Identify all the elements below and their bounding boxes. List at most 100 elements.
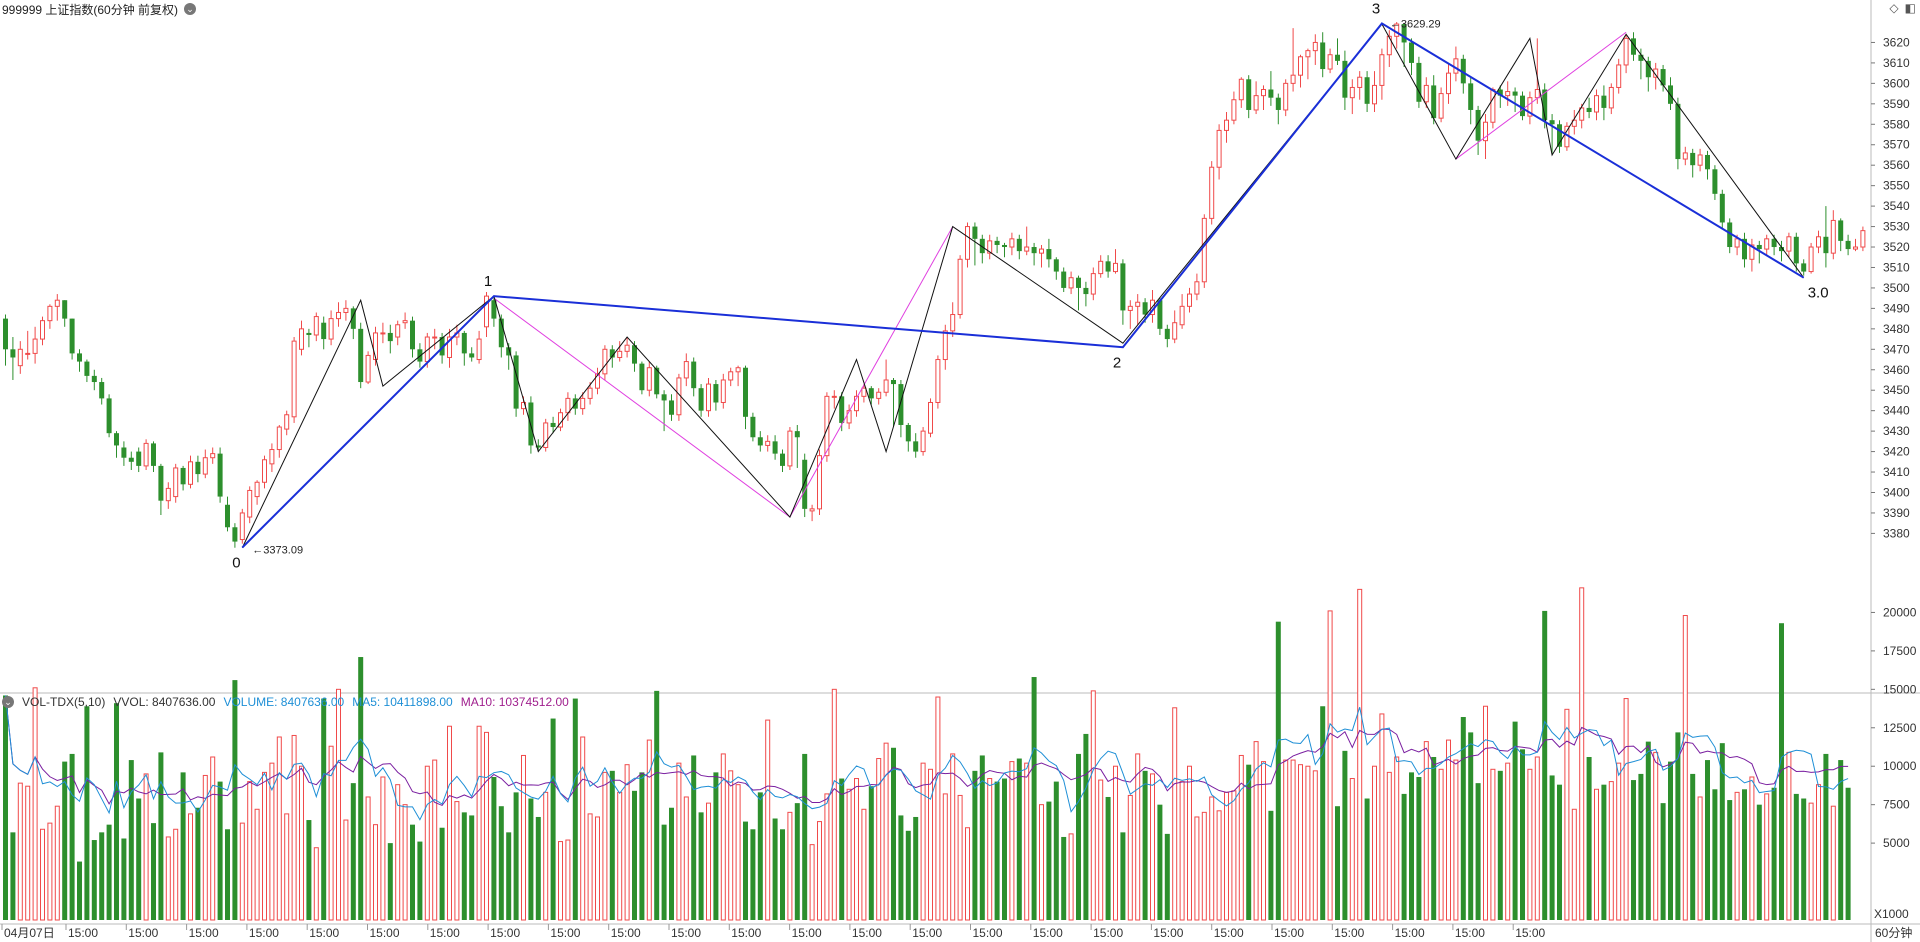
candle — [491, 296, 497, 327]
volume-bar — [10, 832, 16, 920]
volume-tick-label: 10000 — [1883, 759, 1917, 773]
candle — [165, 482, 171, 509]
volume-bar — [17, 782, 23, 921]
volume-bar — [1039, 804, 1044, 921]
price-tick-label: 3480 — [1883, 322, 1910, 336]
volume-bar — [1068, 833, 1074, 921]
candle — [1357, 71, 1363, 100]
time-tick-label: 15:00 — [731, 926, 761, 940]
volume-bar — [802, 753, 808, 920]
volume-bar — [447, 725, 452, 921]
chevron-down-icon[interactable]: ⌄ — [184, 3, 197, 15]
volume-bar — [299, 765, 304, 921]
candle — [580, 392, 586, 415]
volume-bar — [291, 734, 297, 921]
candle — [447, 328, 452, 368]
volume-bar — [1690, 773, 1696, 920]
candle — [380, 322, 386, 344]
volume-ma-lines — [5, 695, 1849, 821]
volume-bar — [1653, 751, 1659, 921]
volume-bar — [1394, 756, 1400, 921]
candle — [1512, 87, 1518, 113]
volume-bar — [239, 822, 245, 921]
volume-bar — [868, 786, 874, 920]
volume-bar — [1468, 732, 1474, 920]
volume-bar — [1016, 758, 1022, 920]
volume-bar — [25, 785, 31, 921]
candle — [1127, 300, 1133, 329]
volume-bar — [1135, 753, 1141, 921]
volume-bar — [1801, 798, 1807, 920]
candle — [40, 316, 45, 346]
candle — [1224, 112, 1229, 143]
volume-bar — [380, 776, 386, 921]
candle — [1475, 105, 1481, 155]
candle — [276, 424, 282, 458]
volume-bar — [1682, 615, 1688, 921]
candle — [1816, 230, 1821, 254]
volume-bar — [1579, 587, 1585, 921]
volume-bar — [809, 844, 815, 921]
price-tick-label: 3390 — [1883, 506, 1910, 520]
volume-bar — [395, 784, 401, 921]
candle — [225, 496, 230, 532]
time-tick-label: 15:00 — [1093, 926, 1123, 940]
volume-bar — [1231, 790, 1237, 921]
volume-bar — [1386, 771, 1392, 921]
volume-bar — [1298, 764, 1303, 921]
candle — [809, 504, 815, 522]
ma5-value: MA5: 10411898.00 — [352, 695, 453, 709]
volume-bar — [1549, 775, 1555, 920]
candle — [469, 347, 475, 362]
volume-bar — [735, 784, 741, 921]
candle — [1039, 244, 1044, 268]
candle — [128, 451, 134, 470]
candle — [1068, 271, 1074, 295]
price-tick-label: 3620 — [1883, 35, 1910, 49]
volume-bar — [1076, 753, 1081, 920]
volume-indicator-name[interactable]: VOL-TDX(5,10) — [22, 695, 106, 709]
chevron-down-icon[interactable]: ⌄ — [2, 696, 14, 708]
price-tick-label: 3400 — [1883, 485, 1910, 499]
diamond-icon[interactable]: ◇ — [1889, 1, 1899, 15]
candle — [1364, 71, 1370, 113]
volume-bar — [432, 759, 438, 921]
volume-bar — [846, 788, 852, 921]
volume-bar — [1786, 751, 1792, 921]
volume-bar — [1201, 811, 1207, 921]
volume-bar — [365, 796, 371, 921]
volume-bar — [1372, 765, 1377, 921]
volume-bar — [1379, 713, 1385, 921]
volume-bar — [1594, 788, 1599, 921]
volume-bar — [1830, 805, 1836, 921]
candle — [1431, 75, 1437, 125]
volume-bar — [1475, 783, 1481, 920]
price-tick-label: 3530 — [1883, 220, 1910, 234]
time-tick-label: 15:00 — [1334, 926, 1364, 940]
panel-toggle-icon[interactable]: ◧ — [1904, 1, 1916, 15]
candle — [1838, 218, 1844, 252]
volume-tick-label: 5000 — [1883, 836, 1910, 850]
volume-bar — [824, 793, 830, 921]
candle — [1238, 77, 1244, 108]
volume-bar — [387, 843, 393, 920]
candle — [313, 312, 319, 342]
time-tick-label: 15:00 — [430, 926, 460, 940]
volume-bar — [1712, 789, 1718, 920]
volume-bar — [669, 807, 674, 920]
volume-bar — [691, 755, 697, 920]
volume-bar — [202, 774, 208, 921]
volume-series — [3, 587, 1851, 921]
candle — [617, 341, 623, 362]
ma10-value: MA10: 10374512.00 — [460, 695, 569, 709]
candle — [1594, 89, 1599, 121]
candle — [1253, 81, 1259, 115]
candle — [1423, 77, 1429, 108]
wave-point-label: 3 — [1372, 0, 1380, 17]
period-label[interactable]: 60分钟 — [1875, 925, 1912, 940]
candle — [750, 412, 756, 442]
candle — [1675, 97, 1681, 170]
candle — [1283, 79, 1289, 117]
